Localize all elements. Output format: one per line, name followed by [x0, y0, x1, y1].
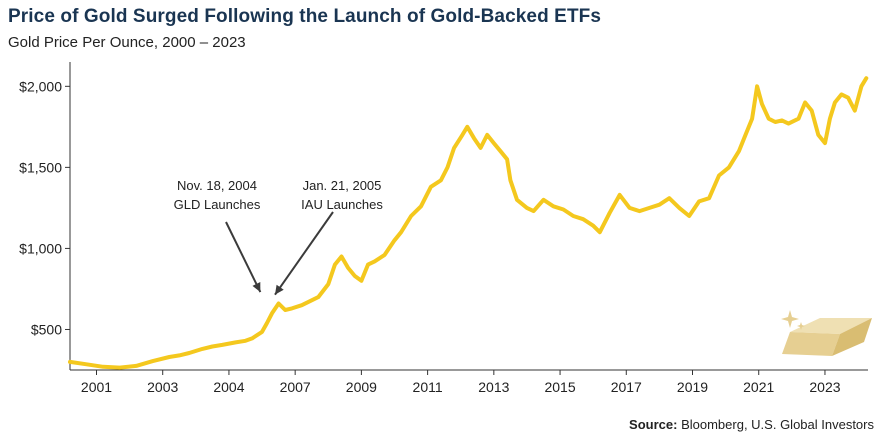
gold-bar-front [782, 332, 840, 356]
annotation-arrow-line [274, 211, 334, 296]
source-label: Source: [629, 417, 678, 432]
annotation-date: Nov. 18, 2004 [177, 178, 257, 193]
x-tick-label: 2015 [544, 379, 575, 395]
x-tick-label: 2001 [81, 379, 112, 395]
annotation-date: Jan. 21, 2005 [303, 178, 382, 193]
x-tick-label: 2004 [213, 379, 244, 395]
annotation-label: IAU Launches [301, 197, 383, 212]
series-layer [68, 76, 869, 370]
annotation-arrow-line [225, 221, 262, 293]
x-tick-label: 2019 [677, 379, 708, 395]
annotation-label: GLD Launches [174, 197, 261, 212]
axes: $500 $1,000 $1,500 $2,000 2001 2003 2004 2007 20… [19, 62, 868, 395]
source-note: Source: Bloomberg, U.S. Global Investors [629, 417, 874, 432]
x-tick-label: 2011 [413, 379, 443, 395]
gold-bar-icon [781, 310, 872, 356]
y-tick-label: $2,000 [19, 78, 62, 94]
x-tick-label: 2009 [346, 379, 377, 395]
gold-bar-top [790, 318, 872, 334]
y-tick-label: $1,000 [19, 240, 62, 256]
x-tick-label: 2013 [478, 379, 509, 395]
gold-price-line [68, 76, 869, 370]
sparkle-icon [781, 310, 799, 328]
sparkle-small-icon [797, 322, 805, 330]
annotation-arrow-head [274, 284, 284, 295]
chart-subtitle: Gold Price Per Ounce, 2000 – 2023 [8, 34, 246, 51]
chart-title: Price of Gold Surged Following the Launc… [8, 6, 602, 27]
x-tick-label: 2023 [809, 379, 840, 395]
x-tick-label: 2007 [280, 379, 311, 395]
x-tick-label: 2021 [743, 379, 774, 395]
annotation-layer: Nov. 18, 2004 GLD Launches Jan. 21, 2005 IA… [174, 178, 383, 296]
y-tick-label: $1,500 [19, 159, 62, 175]
source-text: Bloomberg, U.S. Global Investors [681, 417, 874, 432]
gold-bar-side [832, 318, 872, 356]
annotation-arrow-head [252, 282, 261, 293]
x-tick-label: 2003 [147, 379, 178, 395]
x-tick-label: 2017 [611, 379, 642, 395]
y-tick-label: $500 [31, 321, 62, 337]
